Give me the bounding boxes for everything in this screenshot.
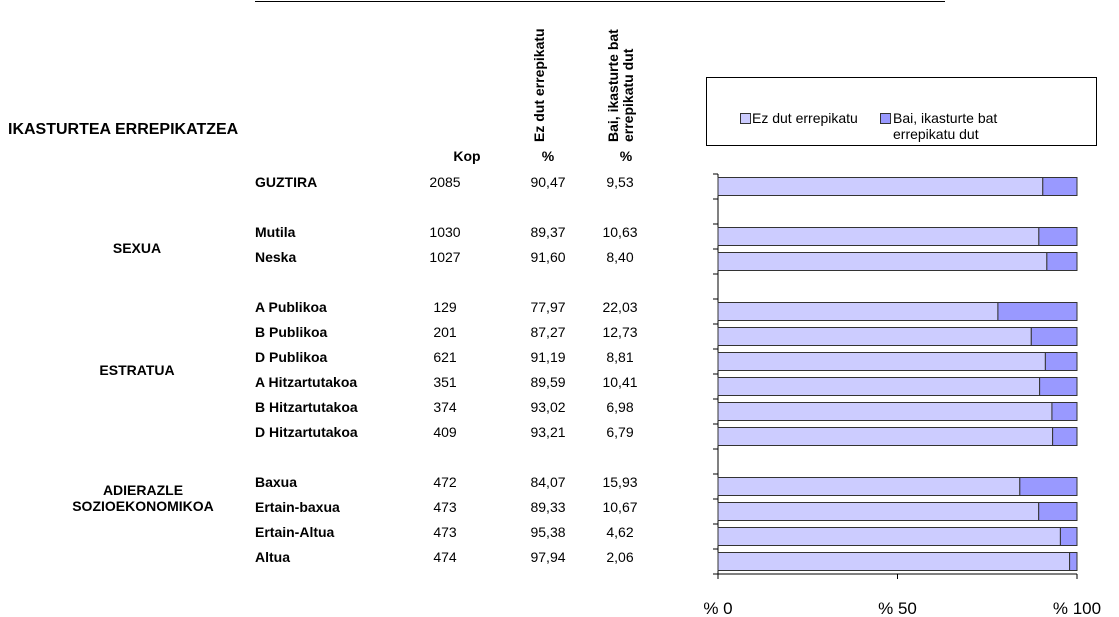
bar-segment bbox=[1030, 327, 1078, 346]
row-label: A Publikoa bbox=[255, 298, 327, 315]
kop-cell: 473 bbox=[433, 498, 457, 515]
bar-segment bbox=[717, 327, 1032, 346]
bar-segment bbox=[1019, 477, 1078, 496]
column-header: Bai, ikasturte bat errepikatu dut bbox=[605, 29, 636, 142]
row-label: A Hitzartutakoa bbox=[255, 373, 358, 390]
kop-cell: 409 bbox=[433, 423, 457, 440]
group-label: ADIERAZLE SOZIOEKONOMIKOA bbox=[72, 482, 214, 514]
kop-cell: 2085 bbox=[429, 173, 461, 190]
percent-cell: 22,03 bbox=[602, 298, 638, 315]
bar-segment bbox=[717, 252, 1048, 271]
kop-cell: 374 bbox=[433, 398, 457, 415]
percent-cell: 93,21 bbox=[530, 423, 566, 440]
percent-cell: 9,53 bbox=[606, 173, 634, 190]
x-tick-label: % 0 bbox=[703, 599, 732, 617]
legend-label: Ez dut errepikatu bbox=[752, 110, 858, 126]
row-label: Ertain-baxua bbox=[255, 498, 340, 515]
percent-cell: 84,07 bbox=[530, 473, 566, 490]
bar-segment bbox=[1042, 177, 1078, 196]
percent-cell: 2,06 bbox=[606, 548, 634, 565]
percent-cell: 6,79 bbox=[606, 423, 634, 440]
table-title: IKASTURTEA ERREPIKATZEA bbox=[8, 121, 239, 138]
bar-segment bbox=[717, 377, 1041, 396]
row-label: Mutila bbox=[255, 223, 296, 240]
group-label: ESTRATUA bbox=[99, 362, 175, 378]
group-label: SEXUA bbox=[112, 240, 162, 256]
legend-label: Bai, ikasturte bat errepikatu dut bbox=[893, 110, 998, 142]
percent-cell: 8,81 bbox=[606, 348, 634, 365]
percent-cell: 89,37 bbox=[530, 223, 566, 240]
percent-cell: 93,02 bbox=[530, 398, 566, 415]
bar-segment bbox=[997, 302, 1078, 321]
percent-cell: 12,73 bbox=[602, 323, 638, 340]
bar-segment bbox=[717, 502, 1040, 521]
bar-segment bbox=[1038, 227, 1078, 246]
bar-segment bbox=[717, 227, 1040, 246]
kop-cell: 1030 bbox=[429, 223, 461, 240]
kop-cell: 473 bbox=[433, 523, 457, 540]
row-label: Ertain-Altua bbox=[255, 523, 335, 540]
kop-cell: 129 bbox=[433, 298, 457, 315]
column-header: % bbox=[541, 148, 555, 164]
bar-segment bbox=[1044, 352, 1078, 371]
percent-cell: 4,62 bbox=[606, 523, 634, 540]
legend-swatch bbox=[740, 113, 751, 124]
percent-cell: 6,98 bbox=[606, 398, 634, 415]
bar-segment bbox=[1051, 402, 1078, 421]
row-label: GUZTIRA bbox=[255, 173, 318, 190]
column-header: Ez dut errepikatu bbox=[531, 28, 547, 142]
bar-segment bbox=[1038, 502, 1078, 521]
bar-segment bbox=[717, 302, 999, 321]
x-tick-label: % 100 bbox=[1053, 599, 1101, 617]
column-header: Kop bbox=[453, 148, 481, 164]
percent-cell: 77,97 bbox=[530, 298, 566, 315]
bar-segment bbox=[717, 177, 1044, 196]
row-label: D Publikoa bbox=[255, 348, 328, 365]
legend-swatch bbox=[880, 113, 891, 124]
percent-cell: 91,60 bbox=[530, 248, 566, 265]
bar-segment bbox=[717, 527, 1061, 546]
row-label: Baxua bbox=[255, 473, 298, 490]
kop-cell: 351 bbox=[433, 373, 457, 390]
kop-cell: 1027 bbox=[429, 248, 461, 265]
percent-cell: 91,19 bbox=[530, 348, 566, 365]
percent-cell: 89,59 bbox=[530, 373, 566, 390]
row-label: B Hitzartutakoa bbox=[255, 398, 358, 415]
percent-cell: 8,40 bbox=[606, 248, 634, 265]
bar-segment bbox=[717, 402, 1053, 421]
percent-cell: 10,63 bbox=[602, 223, 638, 240]
x-tick-label: % 50 bbox=[878, 599, 917, 617]
percent-cell: 97,94 bbox=[530, 548, 566, 565]
kop-cell: 472 bbox=[433, 473, 457, 490]
bar-segment bbox=[1046, 252, 1078, 271]
percent-cell: 90,47 bbox=[530, 173, 566, 190]
percent-cell: 87,27 bbox=[530, 323, 566, 340]
row-label: D Hitzartutakoa bbox=[255, 423, 358, 440]
bar-segment bbox=[1069, 552, 1078, 571]
bar-segment bbox=[1039, 377, 1078, 396]
row-label: Neska bbox=[255, 248, 297, 265]
percent-cell: 89,33 bbox=[530, 498, 566, 515]
kop-cell: 201 bbox=[433, 323, 457, 340]
bar-segment bbox=[717, 552, 1071, 571]
bar-segment bbox=[717, 352, 1046, 371]
row-label: B Publikoa bbox=[255, 323, 328, 340]
percent-cell: 15,93 bbox=[602, 473, 638, 490]
bar-segment bbox=[1052, 427, 1078, 446]
bar-segment bbox=[717, 477, 1021, 496]
kop-cell: 474 bbox=[433, 548, 457, 565]
column-header: % bbox=[619, 148, 633, 164]
percent-cell: 10,67 bbox=[602, 498, 638, 515]
bar-segment bbox=[717, 427, 1054, 446]
bar-segment bbox=[1059, 527, 1078, 546]
row-label: Altua bbox=[255, 548, 290, 565]
percent-cell: 95,38 bbox=[530, 523, 566, 540]
kop-cell: 621 bbox=[433, 348, 457, 365]
legend: Ez dut errepikatu Bai, ikasturte bat err… bbox=[706, 77, 1097, 146]
percent-cell: 10,41 bbox=[602, 373, 638, 390]
